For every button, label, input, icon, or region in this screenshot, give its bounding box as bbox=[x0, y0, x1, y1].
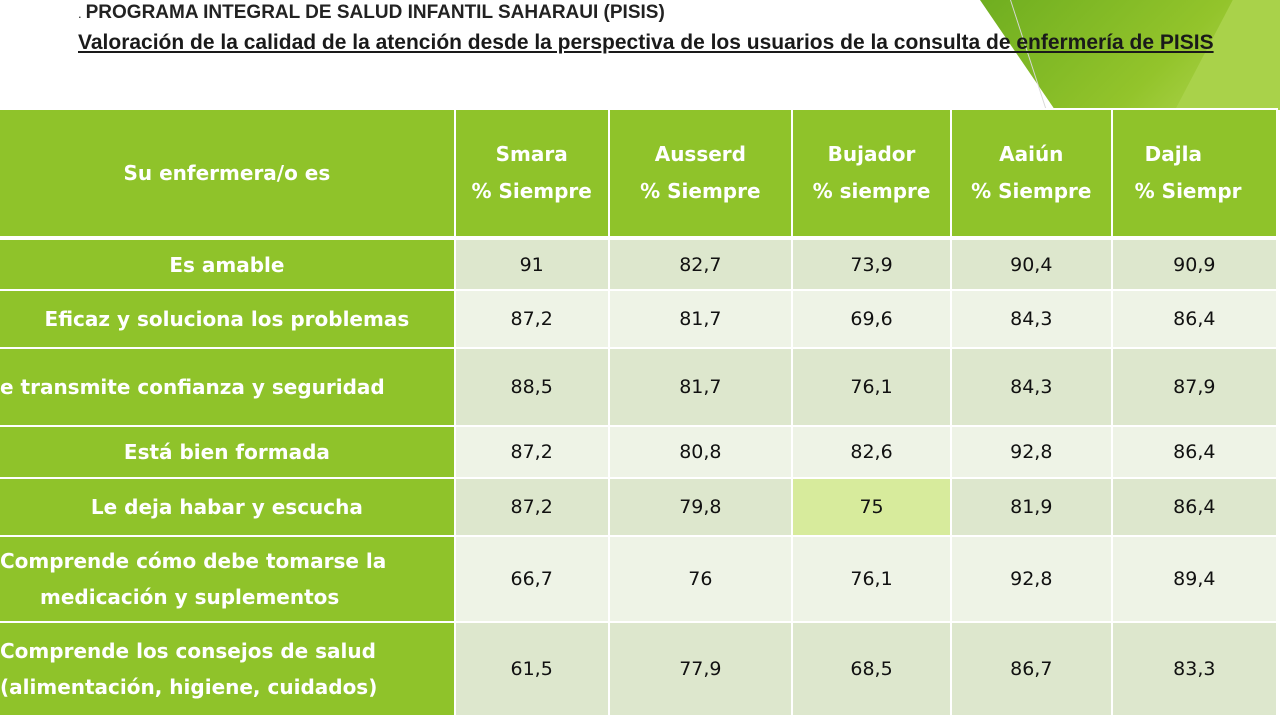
value-cell: 87,2 bbox=[453, 425, 610, 479]
table-row: Le deja habar y escucha 87,2 79,8 75 81,… bbox=[0, 477, 1279, 537]
program-dot: . bbox=[78, 6, 82, 21]
col-metric: % Siempr bbox=[1134, 179, 1242, 203]
value-cell: 81,7 bbox=[607, 347, 794, 427]
row-label: Comprende los consejos de salud (alimenta… bbox=[0, 621, 456, 717]
col-metric: % Siempre bbox=[971, 179, 1092, 203]
row-label-line-1: e transmite confianza y seguridad bbox=[0, 375, 385, 399]
value-cell: 87,9 bbox=[1110, 347, 1279, 427]
value-cell: 76 bbox=[607, 535, 794, 623]
highlighted-value-cell: 75 bbox=[791, 477, 952, 537]
value-cell: 76,1 bbox=[791, 535, 952, 623]
col-header-bujador: Bujador % siempre bbox=[791, 108, 952, 240]
row-header-title: Su enfermera/o es bbox=[0, 108, 456, 240]
value-cell: 92,8 bbox=[949, 425, 1113, 479]
col-name: Bujador bbox=[827, 142, 916, 166]
row-label: Comprende cómo debe tomarse la medicación… bbox=[0, 535, 456, 623]
col-header-dajla: Dajla % Siempr bbox=[1110, 108, 1279, 240]
value-cell: 82,6 bbox=[791, 425, 952, 479]
row-label: e transmite confianza y seguridad bbox=[0, 347, 456, 427]
col-name: Ausserd bbox=[654, 142, 746, 166]
value-cell: 73,9 bbox=[791, 237, 952, 291]
slide-header: . PROGRAMA INTEGRAL DE SALUD INFANTIL SAH… bbox=[78, 0, 1238, 57]
table-row: Comprende los consejos de salud (alimenta… bbox=[0, 621, 1279, 717]
value-cell: 91 bbox=[453, 237, 610, 291]
value-cell: 83,3 bbox=[1110, 621, 1279, 717]
table-row: Comprende cómo debe tomarse la medicación… bbox=[0, 535, 1279, 623]
value-cell: 84,3 bbox=[949, 289, 1113, 349]
col-name: Smara bbox=[495, 142, 568, 166]
value-cell: 87,2 bbox=[453, 289, 610, 349]
col-metric: % siempre bbox=[812, 179, 931, 203]
row-label: Está bien formada bbox=[0, 425, 456, 479]
value-cell: 77,9 bbox=[607, 621, 794, 717]
value-cell: 82,7 bbox=[607, 237, 794, 291]
slide-subtitle: Valoración de la calidad de la atención … bbox=[78, 31, 1214, 54]
value-cell: 87,2 bbox=[453, 477, 610, 537]
value-cell: 68,5 bbox=[791, 621, 952, 717]
value-cell: 79,8 bbox=[607, 477, 794, 537]
value-cell: 84,3 bbox=[949, 347, 1113, 427]
row-label: Le deja habar y escucha bbox=[0, 477, 456, 537]
table-row: Eficaz y soluciona los problemas 87,2 81… bbox=[0, 289, 1279, 349]
value-cell: 88,5 bbox=[453, 347, 610, 427]
row-label-line-1: Comprende cómo debe tomarse la bbox=[0, 549, 387, 573]
value-cell: 81,7 bbox=[607, 289, 794, 349]
value-cell: 86,7 bbox=[949, 621, 1113, 717]
row-label-line-2: (alimentación, higiene, cuidados) bbox=[0, 675, 378, 699]
col-header-aaiun: Aaiún % Siempre bbox=[949, 108, 1113, 240]
value-cell: 92,8 bbox=[949, 535, 1113, 623]
table-header-row: Su enfermera/o es Smara % Siempre Ausserd… bbox=[0, 108, 1279, 240]
value-cell: 90,9 bbox=[1110, 237, 1279, 291]
row-label-line-1: Comprende los consejos de salud bbox=[0, 639, 376, 663]
col-header-smara: Smara % Siempre bbox=[453, 108, 610, 240]
value-cell: 86,4 bbox=[1110, 477, 1279, 537]
program-title: . PROGRAMA INTEGRAL DE SALUD INFANTIL SAH… bbox=[78, 2, 1238, 24]
row-label-line-1: Le deja habar y escucha bbox=[90, 495, 363, 519]
ratings-table: Su enfermera/o es Smara % Siempre Ausserd… bbox=[0, 108, 1279, 717]
value-cell: 66,7 bbox=[453, 535, 610, 623]
col-name: Dajla bbox=[1144, 142, 1202, 166]
value-cell: 90,4 bbox=[949, 237, 1113, 291]
program-name: PROGRAMA INTEGRAL DE SALUD INFANTIL SAHA… bbox=[85, 2, 665, 23]
row-label-line-1: Es amable bbox=[169, 252, 285, 277]
table-row: e transmite confianza y seguridad 88,5 8… bbox=[0, 347, 1279, 427]
value-cell: 76,1 bbox=[791, 347, 952, 427]
row-label: Eficaz y soluciona los problemas bbox=[0, 289, 456, 349]
value-cell: 86,4 bbox=[1110, 289, 1279, 349]
table-row: Es amable 91 82,7 73,9 90,4 90,9 bbox=[0, 237, 1279, 291]
row-label-line-2: medicación y suplementos bbox=[40, 585, 340, 609]
value-cell: 80,8 bbox=[607, 425, 794, 479]
row-label-line-1: Está bien formada bbox=[123, 440, 330, 464]
row-label-line-1: Eficaz y soluciona los problemas bbox=[44, 307, 410, 331]
col-metric: % Siempre bbox=[640, 179, 761, 203]
value-cell: 69,6 bbox=[791, 289, 952, 349]
value-cell: 81,9 bbox=[949, 477, 1113, 537]
value-cell: 89,4 bbox=[1110, 535, 1279, 623]
col-metric: % Siempre bbox=[471, 179, 592, 203]
col-header-ausserd: Ausserd % Siempre bbox=[607, 108, 794, 240]
value-cell: 86,4 bbox=[1110, 425, 1279, 479]
value-cell: 61,5 bbox=[453, 621, 610, 717]
table-row: Está bien formada 87,2 80,8 82,6 92,8 86… bbox=[0, 425, 1279, 479]
row-label: Es amable bbox=[0, 237, 456, 291]
col-name: Aaiún bbox=[999, 142, 1064, 166]
